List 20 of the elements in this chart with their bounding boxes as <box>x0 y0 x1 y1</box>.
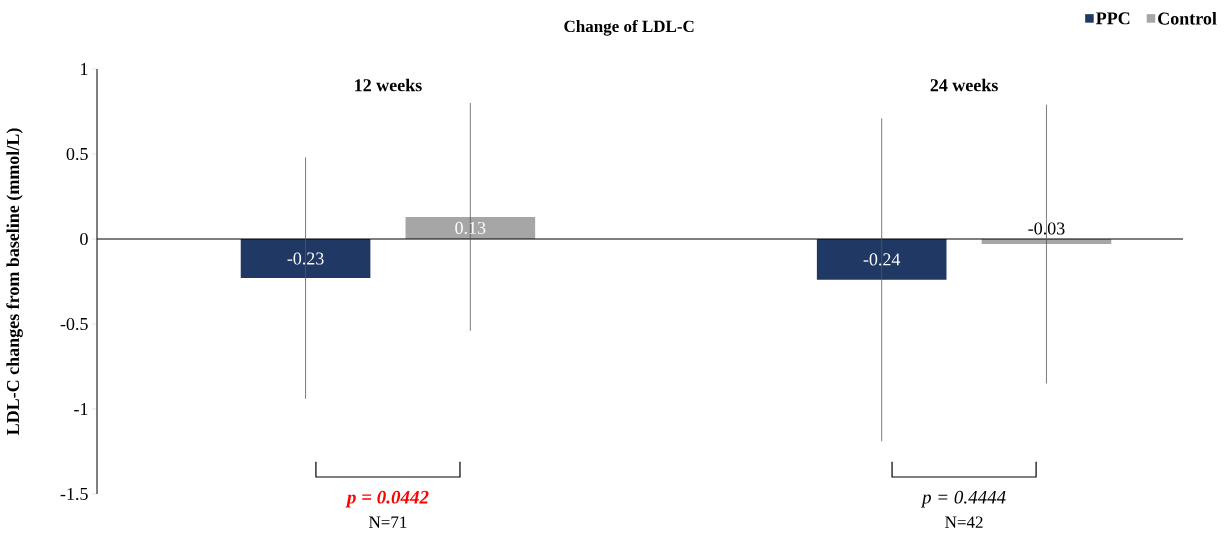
y-tick-label: 0 <box>80 232 88 246</box>
chart-title: Change of LDL-C <box>564 19 694 36</box>
data-label: -0.03 <box>1028 222 1065 235</box>
text: N=71 <box>369 516 407 528</box>
y-tick-label: 1 <box>81 63 88 75</box>
data-label: -0.23 <box>287 252 324 265</box>
y-tick-label: -1 <box>74 403 88 415</box>
y-axis-title: LDL-C changes from baseline (mmol/L) <box>6 128 23 436</box>
data-label: 0.13 <box>455 221 486 235</box>
annotation: p = 0.0442 <box>345 490 429 508</box>
x-tick-label: 24 weeks <box>930 78 998 92</box>
legend-label: Control <box>1158 11 1217 25</box>
y-tick-label: -0.5 <box>60 317 88 331</box>
annotation: p = 0.4444 <box>920 490 1006 508</box>
y-tick-label: -1.5 <box>60 487 88 501</box>
x-tick-label: 12 weeks <box>355 78 422 92</box>
data-label: -0.24 <box>863 253 901 266</box>
y-tick-label: 0.5 <box>66 147 88 161</box>
legend-label: PPC <box>1096 12 1130 25</box>
text: N=42 <box>945 516 983 528</box>
